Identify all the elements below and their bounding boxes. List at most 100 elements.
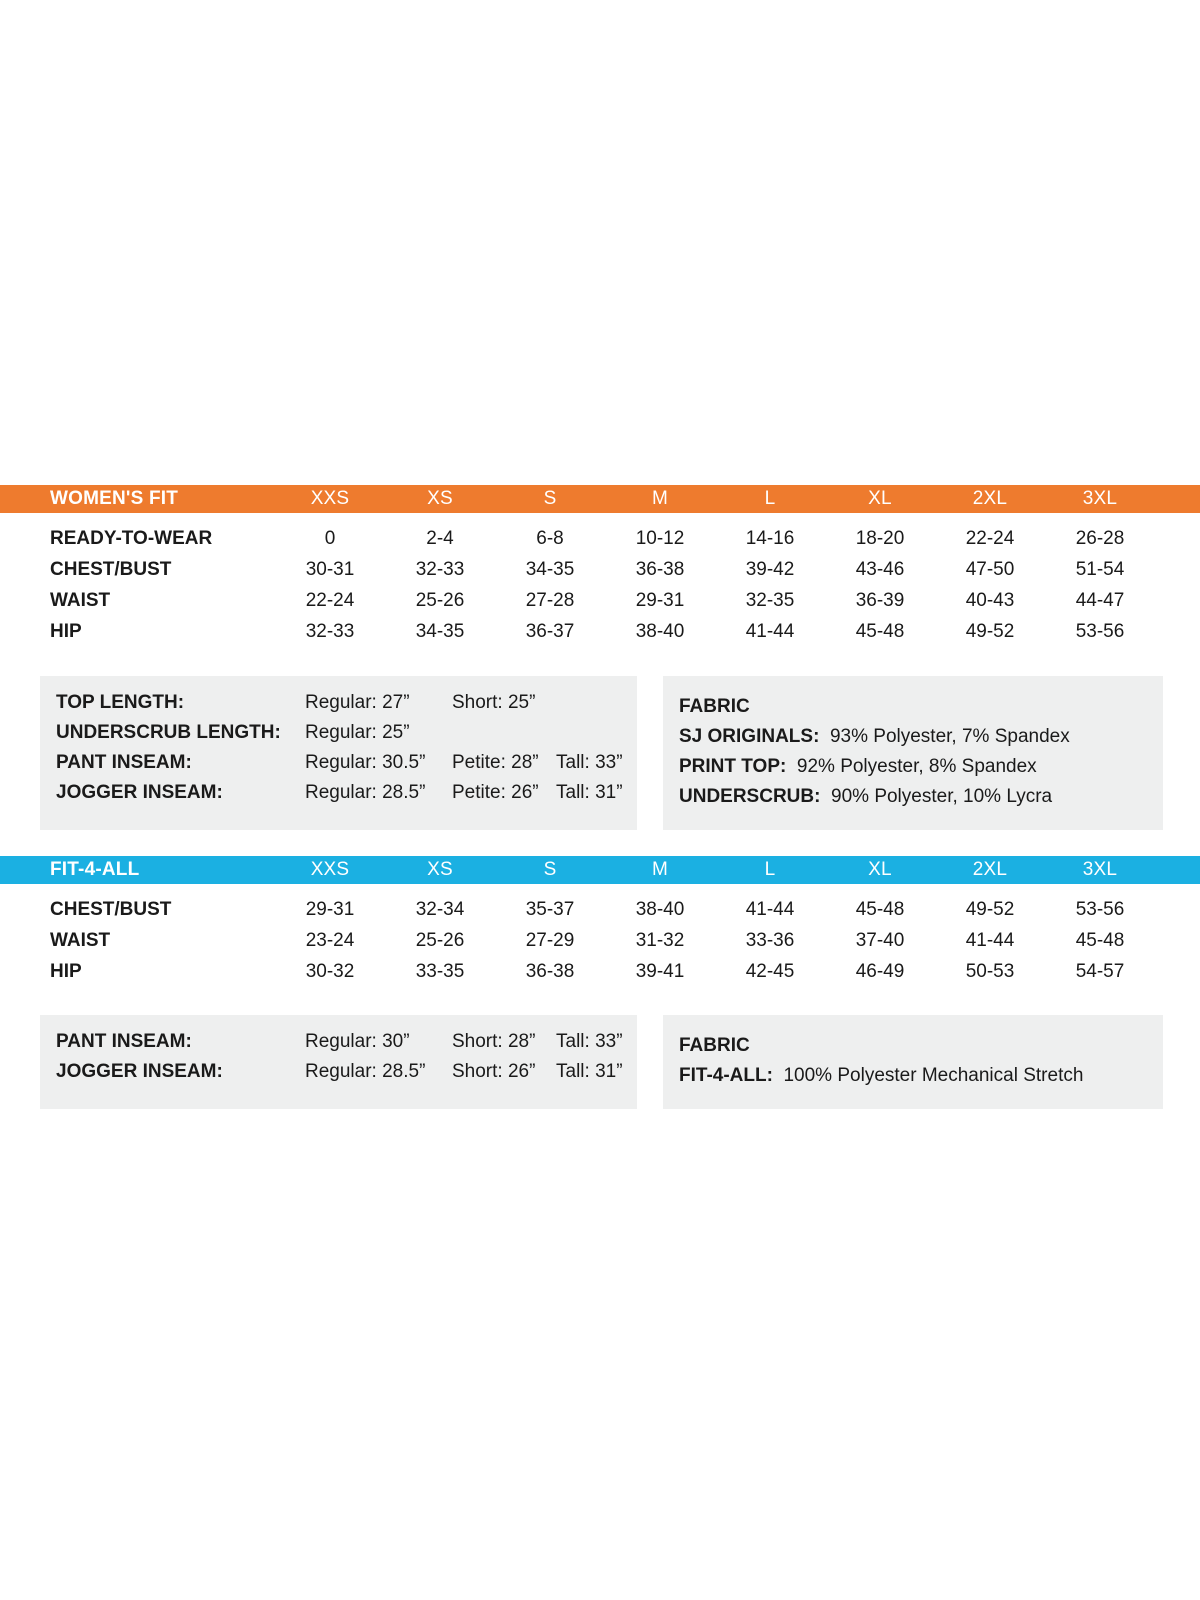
fabric-heading: FABRIC: [679, 1035, 750, 1056]
fabric-key: PRINT TOP:: [679, 756, 792, 777]
cell: 50-53: [965, 960, 1015, 982]
measurement-row-pant-inseam: PANT INSEAM: Regular: 30” Short: 28” Tal…: [40, 1031, 637, 1061]
measurement-row-jogger-inseam: JOGGER INSEAM: Regular: 28.5” Petite: 26…: [40, 782, 637, 812]
cell: 38-40: [635, 620, 685, 642]
fit4all-size-header-3xl: 3XL: [1082, 859, 1118, 880]
cell: 42-45: [745, 960, 795, 982]
cell: 6-8: [536, 527, 564, 549]
womens-fit-info-panels: TOP LENGTH: Regular: 27” Short: 25” UNDE…: [0, 676, 1200, 830]
womens-header-gap: [0, 513, 1200, 523]
fit4all-size-header-xxs: XXS: [310, 859, 350, 880]
womens-fit-title: WOMEN'S FIT: [50, 488, 179, 509]
measurement-row-pant-inseam: PANT INSEAM: Regular: 30.5” Petite: 28” …: [40, 752, 637, 782]
cell: 41-44: [745, 898, 795, 920]
cell: 45-48: [855, 620, 905, 642]
measurement-value: Tall: 31”: [556, 1061, 623, 1082]
table-row: WAIST 22-24 25-26 27-28 29-31 32-35 36-3…: [0, 585, 1200, 616]
measurement-value: Regular: 30.5”: [305, 752, 426, 773]
fit4all-header-gap: [0, 884, 1200, 894]
measurement-value: Short: 25”: [452, 692, 536, 713]
cell: 25-26: [415, 929, 465, 951]
table-row: HIP 32-33 34-35 36-37 38-40 41-44 45-48 …: [0, 616, 1200, 647]
cell: 10-12: [635, 527, 685, 549]
row-label-waist: WAIST: [50, 589, 111, 611]
cell: 22-24: [965, 527, 1015, 549]
fabric-row-sj-originals: SJ ORIGINALS: 93% Polyester, 7% Spandex: [663, 722, 1163, 752]
measurement-value: Regular: 25”: [305, 722, 410, 743]
table-row: READY-TO-WEAR 0 2-4 6-8 10-12 14-16 18-2…: [0, 523, 1200, 554]
womens-size-header-l: L: [764, 488, 776, 509]
row-label-waist: WAIST: [50, 929, 111, 951]
measurement-value: Tall: 33”: [556, 752, 623, 773]
table-row: HIP 30-32 33-35 36-38 39-41 42-45 46-49 …: [0, 956, 1200, 987]
measurement-key: TOP LENGTH:: [56, 692, 185, 713]
cell: 37-40: [855, 929, 905, 951]
cell: 39-41: [635, 960, 685, 982]
measurement-value: Petite: 28”: [452, 752, 539, 773]
womens-size-header-m: M: [651, 488, 669, 509]
fit4all-size-header-s: S: [543, 859, 557, 880]
womens-fabric-panel: FABRIC SJ ORIGINALS: 93% Polyester, 7% S…: [663, 676, 1163, 830]
cell: 54-57: [1075, 960, 1125, 982]
cell: 14-16: [745, 527, 795, 549]
cell: 41-44: [965, 929, 1015, 951]
cell: 38-40: [635, 898, 685, 920]
measurement-value: Regular: 27”: [305, 692, 410, 713]
cell: 29-31: [635, 589, 685, 611]
womens-size-header-xxs: XXS: [310, 488, 350, 509]
measurement-value: Petite: 26”: [452, 782, 539, 803]
measurement-value: Short: 28”: [452, 1031, 536, 1052]
fabric-heading: FABRIC: [679, 696, 750, 717]
row-label-chest-bust: CHEST/BUST: [50, 558, 172, 580]
fit4all-size-header-xl: XL: [868, 859, 892, 880]
cell: 36-38: [635, 558, 685, 580]
measurement-value: Regular: 30”: [305, 1031, 410, 1052]
cell: 25-26: [415, 589, 465, 611]
cell: 26-28: [1075, 527, 1125, 549]
cell: 18-20: [855, 527, 905, 549]
cell: 49-52: [965, 620, 1015, 642]
cell: 43-46: [855, 558, 905, 580]
cell: 32-35: [745, 589, 795, 611]
fabric-row-fit-4-all: FIT-4-ALL: 100% Polyester Mechanical Str…: [663, 1061, 1163, 1091]
cell: 36-37: [525, 620, 575, 642]
cell: 23-24: [305, 929, 355, 951]
fit-4-all-title: FIT-4-ALL: [50, 859, 140, 880]
fabric-key: UNDERSCRUB:: [679, 786, 826, 807]
cell: 40-43: [965, 589, 1015, 611]
fabric-value: 90% Polyester, 10% Lycra: [831, 786, 1053, 807]
cell: 30-31: [305, 558, 355, 580]
measurement-row-jogger-inseam: JOGGER INSEAM: Regular: 28.5” Short: 26”…: [40, 1061, 637, 1091]
table-row: CHEST/BUST 29-31 32-34 35-37 38-40 41-44…: [0, 894, 1200, 925]
measurement-key: PANT INSEAM:: [56, 1031, 192, 1052]
fabric-key: FIT-4-ALL:: [679, 1065, 779, 1086]
row-label-chest-bust: CHEST/BUST: [50, 898, 172, 920]
cell: 36-39: [855, 589, 905, 611]
womens-size-header-xl: XL: [868, 488, 892, 509]
cell: 41-44: [745, 620, 795, 642]
cell: 34-35: [525, 558, 575, 580]
measurement-value: Regular: 28.5”: [305, 782, 426, 803]
womens-size-header-s: S: [543, 488, 557, 509]
cell: 46-49: [855, 960, 905, 982]
row-label-ready-to-wear: READY-TO-WEAR: [50, 527, 213, 549]
cell: 32-33: [415, 558, 465, 580]
womens-size-header-2xl: 2XL: [972, 488, 1008, 509]
cell: 22-24: [305, 589, 355, 611]
measurement-key: JOGGER INSEAM:: [56, 782, 223, 803]
measurement-key: UNDERSCRUB LENGTH:: [56, 722, 281, 743]
fabric-value: 93% Polyester, 7% Spandex: [829, 726, 1070, 747]
fit-4-all-info-panels: PANT INSEAM: Regular: 30” Short: 28” Tal…: [0, 1015, 1200, 1109]
measurement-value: Short: 26”: [452, 1061, 536, 1082]
fabric-value: 100% Polyester Mechanical Stretch: [783, 1065, 1084, 1086]
measurement-row-top-length: TOP LENGTH: Regular: 27” Short: 25”: [40, 692, 637, 722]
womens-fit-table: WOMEN'S FIT XXS XS S M L XL 2XL 3XL READ…: [0, 485, 1200, 647]
cell: 33-36: [745, 929, 795, 951]
fit4all-fabric-panel: FABRIC FIT-4-ALL: 100% Polyester Mechani…: [663, 1015, 1163, 1109]
measurement-key: PANT INSEAM:: [56, 752, 192, 773]
cell: 44-47: [1075, 589, 1125, 611]
cell: 49-52: [965, 898, 1015, 920]
cell: 45-48: [1075, 929, 1125, 951]
cell: 30-32: [305, 960, 355, 982]
